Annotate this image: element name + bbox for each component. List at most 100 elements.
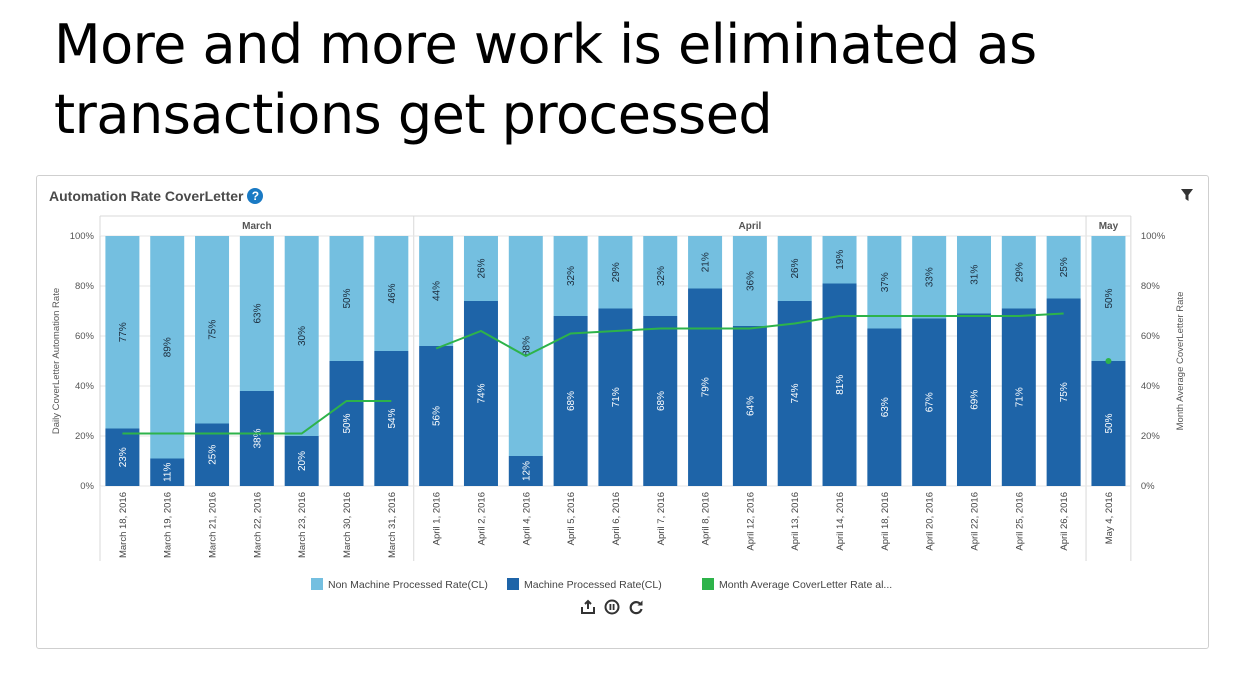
data-label-non-machine: 75%: [208, 320, 219, 340]
bar-machine: [598, 308, 633, 486]
y2-tick-label: 0%: [1141, 481, 1155, 492]
data-label-machine: 64%: [745, 396, 756, 416]
data-label-machine: 20%: [297, 451, 308, 471]
month-average-line: [122, 400, 392, 435]
bar-non-machine: [508, 236, 543, 456]
bar-machine: [508, 456, 543, 486]
y-tick-label: 40%: [75, 381, 95, 392]
x-tick-label: April 1, 2016: [432, 492, 443, 545]
bar-non-machine: [598, 236, 633, 309]
x-tick-label: April 7, 2016: [656, 492, 667, 545]
x-tick-label: April 6, 2016: [611, 492, 622, 545]
data-label-non-machine: 44%: [432, 281, 443, 301]
bar-non-machine: [1001, 236, 1036, 309]
data-label-machine: 67%: [925, 392, 936, 412]
x-tick-label: April 26, 2016: [1059, 492, 1070, 551]
y2-tick-label: 80%: [1141, 281, 1161, 292]
data-label-non-machine: 36%: [745, 271, 756, 291]
bar-non-machine: [419, 236, 454, 346]
data-label-machine: 11%: [163, 463, 174, 482]
y2-tick-label: 20%: [1141, 431, 1161, 442]
bar-non-machine: [732, 236, 767, 326]
bar-machine: [329, 361, 364, 486]
bar-non-machine: [329, 236, 364, 361]
chart-panel: March April May 0% 0% 20% 20% 40% 40% 60% 60% 80% 80…: [36, 175, 1209, 649]
x-tick-label: April 12, 2016: [745, 492, 756, 551]
data-label-machine: 69%: [969, 390, 980, 410]
bar-machine: [105, 428, 140, 486]
data-label-non-machine: 29%: [1014, 262, 1025, 282]
group-label-may: May: [1099, 221, 1119, 232]
data-label-machine: 25%: [208, 445, 219, 465]
x-tick-label: April 8, 2016: [701, 492, 712, 545]
bar-non-machine: [553, 236, 588, 316]
bar-machine: [688, 288, 723, 486]
data-label-non-machine: 21%: [701, 252, 712, 272]
legend-machine-swatch: [507, 578, 519, 590]
pause-icon[interactable]: [604, 599, 620, 615]
x-tick-label: April 14, 2016: [835, 492, 846, 551]
question-circle-icon[interactable]: ?: [247, 188, 264, 204]
x-tick-label: April 22, 2016: [969, 492, 980, 551]
bar-machine: [239, 391, 274, 486]
data-label-machine: 74%: [790, 383, 801, 403]
data-label-non-machine: 25%: [1059, 257, 1070, 277]
bar-non-machine: [374, 236, 409, 351]
x-tick-label: April 18, 2016: [880, 492, 891, 551]
data-label-machine: 38%: [252, 428, 263, 448]
y-tick-label: 20%: [75, 431, 95, 442]
x-tick-label: May 4, 2016: [1104, 492, 1115, 544]
x-tick-label: April 20, 2016: [925, 492, 936, 551]
refresh-icon[interactable]: [628, 599, 644, 615]
data-label-machine: 23%: [118, 447, 129, 467]
data-label-non-machine: 77%: [118, 322, 129, 342]
x-tick-label: April 13, 2016: [790, 492, 801, 551]
data-label-machine: 68%: [656, 391, 667, 411]
bar-non-machine: [284, 236, 319, 436]
bar-machine: [1001, 308, 1036, 486]
data-label-non-machine: 89%: [163, 337, 174, 357]
data-label-non-machine: 50%: [1104, 288, 1115, 308]
bar-non-machine: [867, 236, 902, 329]
data-label-machine: 75%: [1059, 382, 1070, 402]
automation-rate-chart: March April May 0% 0% 20% 20% 40% 40% 60% 60% 80% 80…: [51, 215, 1186, 591]
bar-machine: [867, 328, 902, 486]
bar-machine: [732, 326, 767, 486]
bar-machine: [643, 316, 678, 486]
x-tick-label: March 21, 2016: [208, 492, 219, 558]
y-tick-label: 80%: [75, 281, 95, 292]
x-tick-label: April 5, 2016: [566, 492, 577, 545]
data-label-machine: 81%: [835, 375, 846, 395]
export-icon[interactable]: [580, 599, 596, 615]
data-label-machine: 54%: [387, 408, 398, 428]
data-label-non-machine: 30%: [297, 326, 308, 346]
bar-machine: [956, 313, 991, 486]
x-tick-label: April 4, 2016: [521, 492, 532, 545]
x-tick-label: March 18, 2016: [118, 492, 129, 558]
data-label-machine: 79%: [701, 377, 712, 397]
y-tick-label: 100%: [70, 231, 95, 242]
bar-non-machine: [195, 236, 230, 424]
bar-non-machine: [463, 236, 498, 301]
legend-machine-label: Machine Processed Rate(CL): [524, 579, 662, 591]
data-label-machine: 63%: [880, 397, 891, 417]
bar-non-machine: [1091, 236, 1126, 361]
data-label-non-machine: 63%: [252, 303, 263, 323]
bar-machine: [777, 301, 812, 486]
data-label-non-machine: 31%: [969, 265, 980, 285]
month-average-line: [435, 312, 1064, 358]
data-label-non-machine: 33%: [925, 267, 936, 287]
bar-machine: [150, 458, 185, 486]
data-label-non-machine: 50%: [342, 288, 353, 308]
bar-non-machine: [239, 236, 274, 391]
data-label-machine: 50%: [342, 413, 353, 433]
panel-header: Automation Rate CoverLetter ?: [49, 186, 264, 206]
bar-non-machine: [643, 236, 678, 316]
bar-non-machine: [912, 236, 947, 319]
bar-machine: [1091, 361, 1126, 486]
x-tick-label: March 31, 2016: [387, 492, 398, 558]
filter-icon[interactable]: [1180, 188, 1194, 202]
data-label-non-machine: 26%: [476, 258, 487, 278]
y2-tick-label: 100%: [1141, 231, 1166, 242]
data-label-non-machine: 29%: [611, 262, 622, 282]
